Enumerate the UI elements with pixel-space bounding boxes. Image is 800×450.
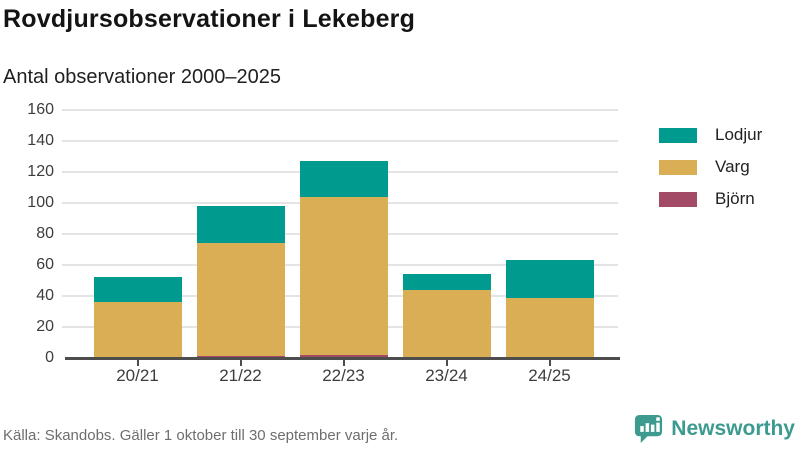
bar-22-23-varg xyxy=(299,196,388,355)
bar-20-21-lodjur xyxy=(93,277,182,303)
x-tick-label-24-25: 24/25 xyxy=(528,366,571,385)
bar-23-24-varg xyxy=(402,289,491,358)
gridline-140 xyxy=(62,140,618,142)
legend-item-varg: Varg xyxy=(659,157,762,177)
bar-22-23-björn xyxy=(299,354,388,358)
y-tick-label-100: 100 xyxy=(27,194,54,211)
legend-swatch-bjorn xyxy=(659,191,697,207)
chart-subtitle: Antal observationer 2000–2025 xyxy=(3,66,281,88)
x-tick-24-25 xyxy=(548,359,551,366)
y-tick-label-0: 0 xyxy=(45,349,54,366)
newsworthy-logo-link[interactable]: Newsworthy xyxy=(633,413,795,444)
x-axis-line xyxy=(65,357,620,360)
bar-24-25-varg xyxy=(505,297,594,358)
bar-21-22-varg xyxy=(196,243,285,357)
chart-legend: Lodjur Varg Björn xyxy=(659,125,762,221)
legend-label-lodjur: Lodjur xyxy=(715,125,763,144)
source-note: Källa: Skandobs. Gäller 1 oktober till 3… xyxy=(3,427,399,444)
bar-20-21-varg xyxy=(93,302,182,358)
gridline-160 xyxy=(62,109,618,111)
bar-22-23-lodjur xyxy=(299,161,388,197)
y-tick-label-60: 60 xyxy=(36,256,54,273)
y-tick-label-140: 140 xyxy=(27,132,54,149)
newsworthy-icon xyxy=(633,413,664,444)
x-tick-label-21-22: 21/22 xyxy=(219,366,262,385)
bar-21-22-lodjur xyxy=(196,206,285,244)
x-tick-label-20-21: 20/21 xyxy=(116,366,159,385)
legend-item-bjorn: Björn xyxy=(659,189,762,209)
x-tick-label-23-24: 23/24 xyxy=(425,366,468,385)
x-tick-23-24 xyxy=(445,359,448,366)
legend-label-varg: Varg xyxy=(715,157,750,176)
bar-24-25-lodjur xyxy=(505,260,594,298)
legend-label-bjorn: Björn xyxy=(715,189,755,208)
y-tick-label-20: 20 xyxy=(36,318,54,335)
legend-swatch-varg xyxy=(659,159,697,175)
y-tick-label-40: 40 xyxy=(36,287,54,304)
newsworthy-wordmark: Newsworthy xyxy=(671,416,795,440)
x-tick-20-21 xyxy=(136,359,139,366)
x-tick-21-22 xyxy=(239,359,242,366)
page-title: Rovdjursobservationer i Lekeberg xyxy=(3,5,416,33)
y-tick-label-80: 80 xyxy=(36,225,54,242)
legend-item-lodjur: Lodjur xyxy=(659,125,762,145)
bar-23-24-lodjur xyxy=(402,274,491,290)
y-tick-label-120: 120 xyxy=(27,163,54,180)
legend-swatch-lodjur xyxy=(659,127,697,143)
x-tick-22-23 xyxy=(342,359,345,366)
y-tick-label-160: 160 xyxy=(27,101,54,118)
x-tick-label-22-23: 22/23 xyxy=(322,366,365,385)
